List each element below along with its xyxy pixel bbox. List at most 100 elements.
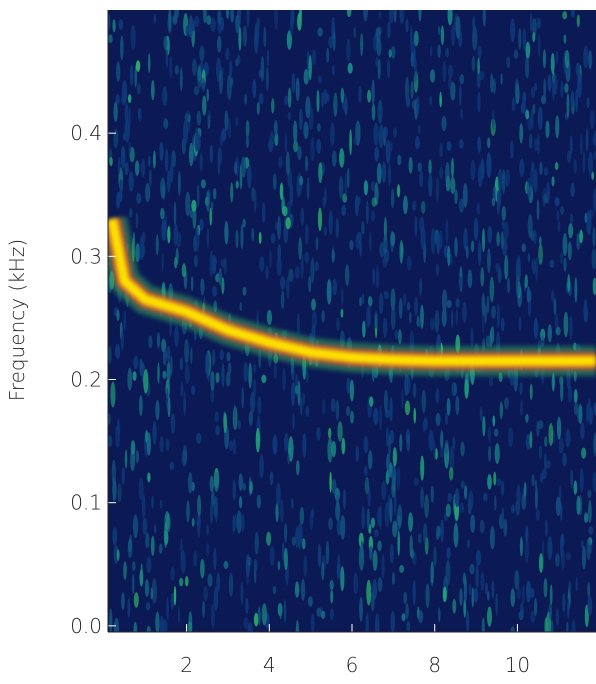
noise: [176, 231, 182, 248]
noise: [194, 329, 197, 341]
noise: [112, 527, 118, 546]
noise: [522, 585, 525, 604]
noise: [308, 275, 312, 293]
noise: [159, 543, 163, 555]
noise: [246, 10, 250, 27]
noise: [191, 199, 197, 212]
noise: [414, 296, 419, 316]
noise: [493, 428, 499, 437]
noise: [318, 162, 323, 184]
noise: [346, 38, 351, 62]
noise: [109, 156, 113, 167]
noise: [150, 535, 155, 556]
noise: [545, 120, 550, 139]
noise: [507, 277, 510, 294]
noise: [445, 175, 451, 192]
noise: [332, 30, 336, 51]
noise: [114, 343, 121, 359]
noise: [565, 428, 571, 448]
noise: [378, 124, 384, 149]
noise: [302, 392, 306, 406]
noise: [527, 114, 532, 131]
noise: [458, 84, 462, 106]
noise: [516, 586, 521, 600]
noise: [299, 397, 303, 416]
noise: [130, 449, 136, 471]
noise: [155, 400, 160, 421]
noise: [111, 459, 116, 486]
noise: [577, 71, 582, 98]
noise: [524, 274, 528, 289]
noise: [413, 407, 417, 424]
noise: [363, 180, 369, 196]
noise: [549, 584, 553, 606]
noise: [399, 239, 404, 264]
noise: [255, 427, 261, 453]
noise: [527, 252, 531, 263]
noise: [447, 10, 453, 25]
noise: [162, 86, 168, 106]
noise: [148, 335, 153, 349]
noise: [374, 146, 380, 162]
noise: [462, 301, 467, 324]
noise: [555, 115, 560, 139]
noise: [210, 201, 214, 211]
noise: [536, 17, 541, 29]
noise: [584, 212, 588, 223]
noise: [216, 572, 221, 593]
noise: [169, 162, 174, 183]
noise: [213, 471, 220, 492]
noise: [460, 480, 465, 489]
noise: [284, 522, 288, 543]
noise: [383, 290, 389, 300]
noise: [441, 308, 447, 327]
noise: [173, 201, 177, 227]
noise: [252, 79, 257, 99]
noise: [539, 161, 543, 175]
noise: [235, 180, 239, 189]
noise: [529, 431, 533, 449]
noise: [579, 229, 584, 244]
noise: [233, 404, 237, 429]
noise: [170, 592, 175, 610]
noise: [329, 122, 335, 147]
noise: [168, 10, 172, 32]
noise: [399, 433, 403, 452]
noise: [175, 247, 179, 266]
noise: [488, 445, 492, 462]
noise: [294, 581, 300, 598]
noise: [573, 159, 578, 174]
noise: [166, 170, 171, 193]
noise: [116, 418, 121, 435]
noise: [532, 31, 536, 43]
noise: [188, 15, 194, 39]
noise: [445, 218, 449, 245]
noise: [253, 612, 259, 627]
noise: [133, 592, 139, 608]
noise: [241, 156, 247, 178]
noise: [463, 485, 468, 500]
noise: [386, 453, 390, 472]
noise: [544, 617, 548, 632]
noise: [108, 34, 113, 44]
noise: [564, 49, 570, 69]
noise: [583, 45, 589, 69]
noise: [327, 437, 333, 463]
noise: [537, 106, 543, 131]
noise: [202, 95, 207, 116]
noise: [156, 332, 161, 349]
noise: [458, 139, 464, 149]
noise: [488, 376, 494, 388]
noise: [204, 351, 210, 378]
noise: [484, 304, 487, 324]
noise: [455, 298, 460, 308]
noise: [316, 123, 321, 132]
noise: [274, 10, 279, 30]
noise: [108, 413, 111, 425]
noise: [135, 450, 140, 464]
noise: [445, 47, 450, 58]
noise: [221, 277, 225, 295]
noise: [340, 308, 344, 318]
noise: [254, 21, 260, 44]
noise: [550, 620, 554, 632]
